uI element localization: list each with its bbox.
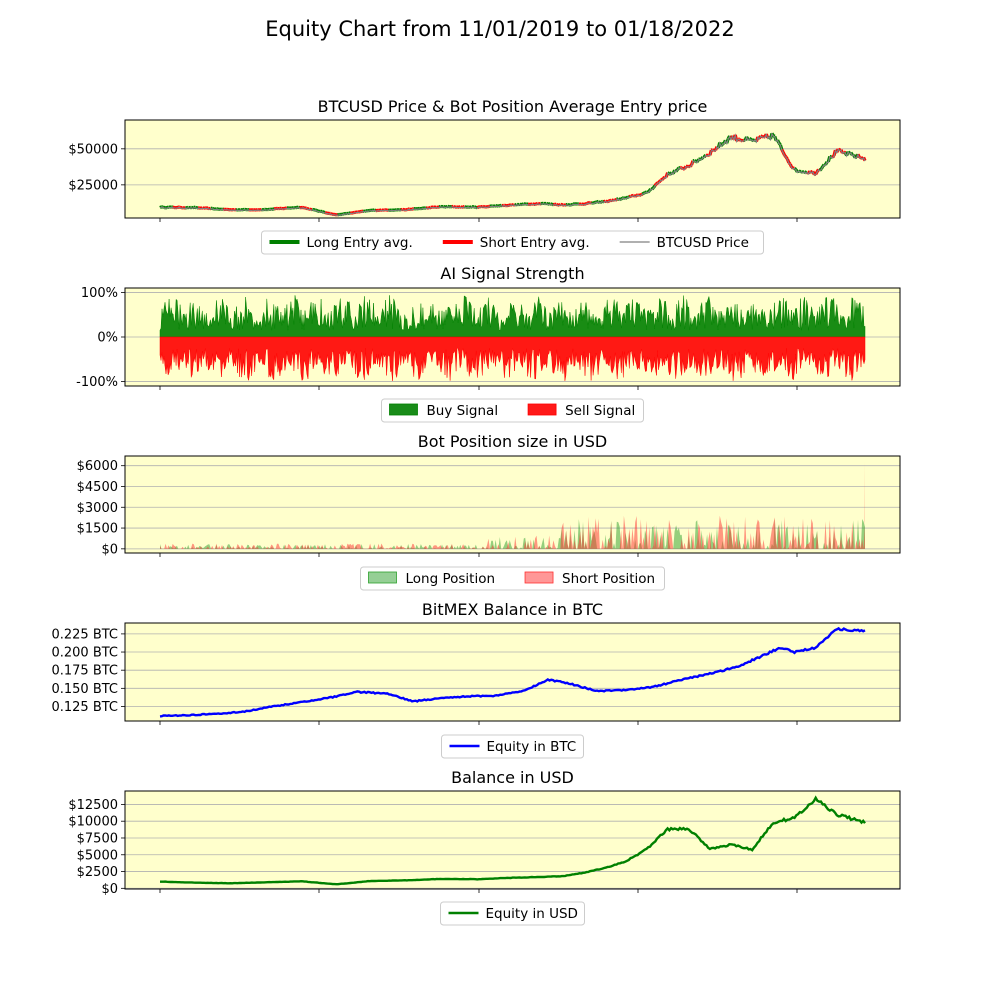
legend-swatch — [527, 403, 557, 416]
plot-area — [160, 795, 866, 886]
plot-frame — [124, 622, 901, 722]
plot-frame — [124, 790, 901, 890]
y-tick-label: $3000 — [77, 501, 118, 516]
y-tick-label: 0.150 BTC — [51, 682, 118, 697]
legend-label: Sell Signal — [565, 403, 635, 419]
legend-label: Buy Signal — [427, 403, 499, 419]
y-tick-label: $2500 — [77, 865, 118, 880]
panel-1: $25000 $50000 BTCUSD Price & Bot Position … — [68, 97, 901, 255]
legend-box — [381, 398, 644, 423]
legend-label: Short Entry avg. — [480, 235, 590, 251]
y-tick-label: $4500 — [77, 480, 118, 495]
y-tick-label: $5000 — [77, 848, 118, 863]
panel-title: AI Signal Strength — [440, 264, 584, 283]
plot-frame — [124, 119, 901, 219]
legend-label: BTCUSD Price — [657, 235, 749, 251]
legend: Buy Signal Sell Signal — [381, 398, 644, 423]
legend-label: Long Entry avg. — [307, 235, 413, 251]
panel-title: Balance in USD — [451, 768, 574, 787]
plot-area — [159, 626, 866, 718]
y-tick-label: 0.225 BTC — [51, 627, 118, 642]
y-tick-label: $6000 — [77, 459, 118, 474]
legend-swatch — [368, 571, 397, 584]
panel-title: BitMEX Balance in BTC — [422, 600, 603, 619]
chart-panels: $25000 $50000 BTCUSD Price & Bot Position … — [51, 97, 901, 926]
panel-title: Bot Position size in USD — [418, 432, 607, 451]
legend: Long Entry avg. Short Entry avg. BTCUSD Pr… — [261, 230, 764, 255]
y-tick-label: 0.175 BTC — [51, 664, 118, 679]
equity-btc-line — [159, 626, 866, 718]
y-tick-label: $7500 — [77, 831, 118, 846]
legend-box — [261, 230, 764, 255]
y-tick-label: $50000 — [68, 142, 118, 157]
plot-frame — [124, 455, 901, 554]
sell-signal-area — [159, 336, 866, 382]
legend-swatch — [389, 403, 418, 416]
legend-label: Equity in USD — [486, 906, 578, 922]
plot-frame — [124, 287, 901, 387]
legend: Long Position Short Position — [360, 566, 665, 591]
y-tick-label: 100% — [81, 286, 118, 301]
y-tick-label: 0.200 BTC — [51, 646, 118, 661]
legend: Equity in USD — [440, 901, 585, 926]
equity-usd-line — [160, 795, 866, 886]
plot-background — [125, 791, 900, 889]
y-tick-label: -100% — [76, 375, 118, 390]
y-tick-label: $10000 — [68, 815, 118, 830]
panel-5: $0 $2500 $5000 $7500$10000 $12500 Balance in … — [68, 768, 901, 926]
legend-box — [360, 566, 665, 591]
y-tick-label: $12500 — [68, 798, 118, 813]
figure-title: Equity Chart from 11/01/2019 to 01/18/20… — [265, 17, 735, 41]
y-tick-label: $0 — [101, 542, 118, 557]
legend-box — [441, 734, 584, 759]
y-tick-label: $25000 — [68, 178, 118, 193]
plot-area — [159, 132, 867, 217]
y-tick-label: $1500 — [77, 522, 118, 537]
legend: Equity in BTC — [441, 734, 584, 759]
buy-signal-area — [159, 295, 866, 338]
plot-area — [159, 295, 866, 382]
legend-label: Equity in BTC — [487, 739, 577, 755]
panel-title: BTCUSD Price & Bot Position Average Entr… — [318, 97, 708, 116]
legend-swatch — [524, 571, 554, 584]
legend-label: Short Position — [562, 571, 655, 587]
y-tick-label: $0 — [101, 882, 118, 897]
y-tick-label: 0.125 BTC — [51, 700, 118, 715]
plot-area — [160, 461, 865, 549]
panel-3: $0 $1500 $3000 $4500 $6000 Bot Position size … — [77, 432, 901, 591]
y-tick-label: 0% — [97, 331, 118, 346]
legend-label: Long Position — [406, 571, 496, 587]
plot-background — [125, 120, 900, 218]
panel-2: -100% 0% 100% AI Signal Strength Buy Signal S… — [76, 264, 901, 423]
plot-background — [125, 623, 900, 721]
btcusd-price-line — [159, 132, 866, 216]
panel-4: 0.125 BTC 0.150 BTC 0.175 BTC 0.200 BTC 0.22… — [51, 600, 901, 759]
legend-box — [440, 901, 585, 926]
